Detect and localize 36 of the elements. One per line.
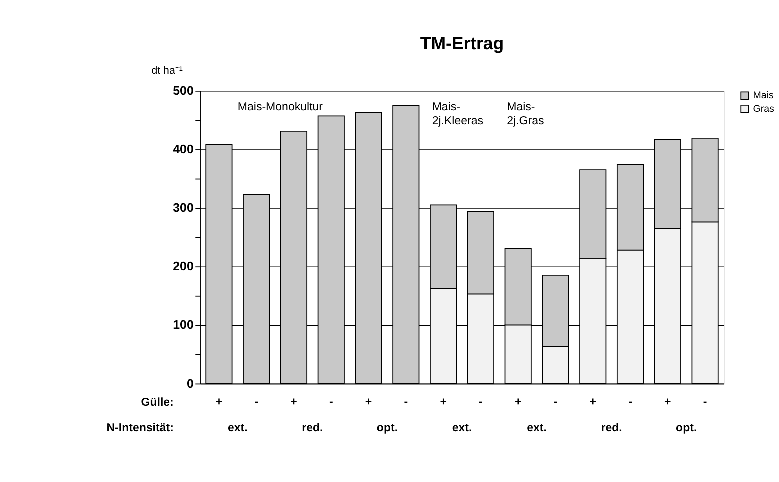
y-tick-label: 0: [186, 376, 194, 391]
text: N-Intensität:: [106, 422, 174, 435]
text: Gülle:: [141, 396, 174, 409]
text: red.: [302, 422, 324, 435]
y-axis-title: dt ha⁻¹: [152, 65, 184, 78]
x-tick-label: -: [628, 396, 633, 409]
x-tick-label: +: [590, 396, 597, 409]
x-tick-label: -: [329, 396, 334, 409]
text: ext.: [452, 422, 472, 435]
legend-label: Gras: [753, 104, 775, 115]
x-tick-label: +: [216, 396, 223, 409]
text: opt.: [376, 422, 398, 435]
annotation: Mais- 2j.Kleeras: [432, 102, 484, 128]
annotation: Mais- 2j.Gras: [507, 102, 544, 128]
x-tick-label: +: [664, 396, 672, 409]
y-tick-label: 200: [173, 260, 194, 274]
x-tick-label: -: [254, 396, 259, 409]
text: opt.: [676, 422, 698, 435]
chart-title: TM-Ertrag: [420, 33, 504, 54]
x-tick-label: -: [404, 396, 408, 409]
text: ext.: [527, 422, 547, 435]
y-tick-label: 400: [173, 142, 194, 157]
x-tick-label: +: [440, 396, 448, 409]
text: red.: [601, 422, 622, 435]
x-tick-label: -: [703, 396, 708, 409]
legend-label: Mais: [753, 90, 774, 102]
y-tick-label: 100: [173, 318, 194, 332]
x-tick-label: +: [365, 396, 372, 409]
y-tick-label: 300: [173, 201, 194, 216]
annotation: Mais-Monokultur: [238, 102, 324, 114]
text: ext.: [228, 422, 248, 435]
x-tick-label: +: [290, 396, 298, 409]
y-tick-label: 500: [173, 84, 194, 98]
x-tick-label: +: [514, 396, 522, 409]
x-tick-label: -: [554, 396, 558, 409]
x-tick-label: -: [479, 396, 484, 409]
